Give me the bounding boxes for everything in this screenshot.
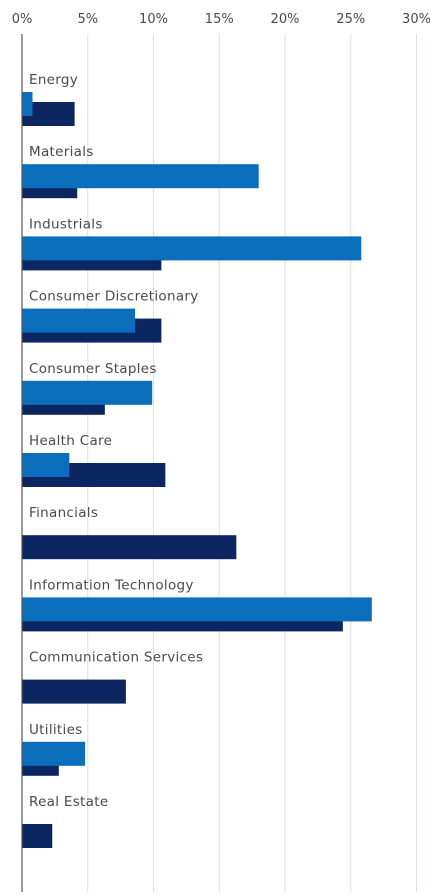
bar-series-1 bbox=[22, 741, 86, 766]
x-tick-label: 30% bbox=[402, 12, 430, 27]
category-label: Communication Services bbox=[29, 650, 203, 666]
bar-series-1 bbox=[22, 308, 136, 333]
bar-series-1 bbox=[22, 453, 70, 477]
category-label: Health Care bbox=[29, 433, 112, 449]
bar-series-1 bbox=[22, 236, 362, 261]
x-tick-label: 5% bbox=[77, 12, 98, 27]
bar-series-1 bbox=[22, 164, 259, 189]
category-label: Real Estate bbox=[29, 794, 108, 810]
bars bbox=[22, 92, 372, 848]
bar-series-2 bbox=[22, 824, 53, 848]
x-tick-label: 10% bbox=[139, 12, 168, 27]
bar-series-1 bbox=[22, 92, 33, 116]
category-label: Financials bbox=[29, 505, 98, 521]
category-label: Information Technology bbox=[29, 577, 194, 593]
category-labels: Energy Materials Industrials Consumer Discr… bbox=[29, 72, 203, 810]
category-label: Materials bbox=[29, 144, 94, 160]
bar-series-1 bbox=[22, 380, 153, 405]
x-tick-label: 0% bbox=[12, 12, 33, 27]
category-label: Utilities bbox=[29, 722, 83, 738]
category-label: Industrials bbox=[29, 216, 103, 232]
x-tick-label: 20% bbox=[271, 12, 300, 27]
category-label: Consumer Staples bbox=[29, 361, 157, 377]
x-tick-label: 15% bbox=[205, 12, 234, 27]
bar-series-1 bbox=[22, 597, 372, 622]
x-tick-label: 25% bbox=[336, 12, 365, 27]
bar-series-2 bbox=[22, 679, 126, 704]
bar-series-2 bbox=[22, 535, 237, 560]
x-axis-ticks: 0% 5% 10% 15% 20% 25% 30% bbox=[12, 12, 430, 27]
category-label: Energy bbox=[29, 72, 78, 88]
category-label: Consumer Discretionary bbox=[29, 289, 199, 305]
